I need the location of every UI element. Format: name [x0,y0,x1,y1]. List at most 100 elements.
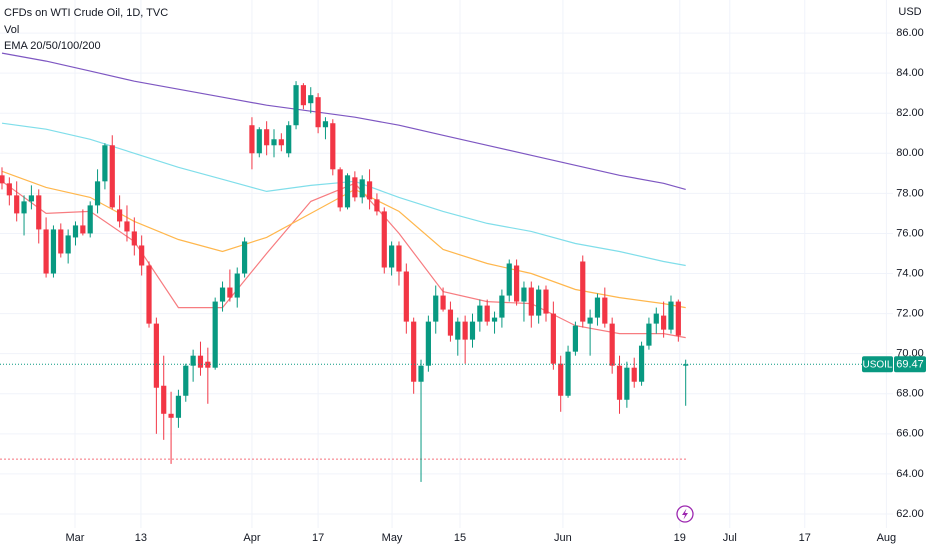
currency: USD [898,6,921,18]
candle-body [197,355,204,368]
candle-body [344,175,351,208]
candle-body [94,181,101,206]
y-tick-label: 64.00 [896,468,924,480]
candle-body [146,265,152,324]
candle-body [124,221,130,232]
candle-body [661,315,667,330]
x-tick-label: 13 [135,532,147,544]
candle-body [58,229,64,254]
x-tick-label: 19 [674,532,686,544]
candle-body [580,261,586,322]
candle-body [411,321,417,382]
candle-body [153,323,159,388]
ema-line [1,52,686,190]
candle-body [381,211,387,268]
candle-body [249,125,255,154]
candle-body [565,351,571,396]
candle-body [6,183,12,196]
candle-body [418,365,424,382]
candle-body [638,345,645,382]
candle-body [506,263,512,296]
y-tick-label: 86.00 [896,27,924,39]
candle-body [87,205,93,234]
candle-body [21,201,27,214]
candle-body [587,317,593,324]
candle-body [102,145,108,182]
symbol-label: USOIL [862,359,892,370]
candle-body [183,365,189,396]
candle-body [0,175,5,184]
x-tick-label: Mar [66,532,85,544]
candle-body [65,235,71,254]
candle-body [602,297,608,324]
price-label: 69.47 [896,359,924,371]
candle-body [425,321,431,366]
candle-body [653,313,659,324]
candle-body [536,289,542,316]
candle-body [139,245,145,266]
candle-body [28,195,34,202]
x-tick-label: Jun [554,532,572,544]
y-tick-label: 66.00 [896,428,924,440]
candle-body [117,209,123,222]
candle-body [227,287,233,298]
candle-body [513,265,520,302]
candle-body [668,301,674,330]
x-tick-label: 17 [312,532,324,544]
candle-body [337,169,343,208]
price-badge [894,356,926,373]
candle-body [219,287,226,302]
candle-body [683,364,689,366]
y-tick-label: 68.00 [896,388,924,400]
candle-body [389,245,395,268]
candle-body [609,323,615,366]
candle-body [14,195,20,214]
candle-body [440,295,446,310]
candle-body [234,273,240,298]
candle-body [308,95,314,104]
candle-body [352,177,358,198]
chart-title: CFDs on WTI Crude Oil, 1D, TVC [4,7,168,19]
candle-body [521,287,527,302]
plot [0,52,893,482]
candle-body [484,305,490,322]
candle-body [528,287,534,316]
candle-body [543,289,549,314]
y-tick-label: 84.00 [896,67,924,79]
y-tick-label: 72.00 [896,308,924,320]
x-tick-label: 15 [454,532,466,544]
candle-body [256,129,262,154]
candle-body [175,395,182,418]
candle-body [109,145,115,208]
candle-body [72,225,79,238]
x-tick-label: Apr [243,532,260,544]
vol-label: Vol [4,24,19,36]
candle-body [366,181,373,200]
candle-body [631,367,637,382]
candle-body [212,301,218,368]
candle-body [469,321,476,340]
x-tick-label: May [382,532,403,544]
candle-body [455,321,461,340]
y-tick-label: 62.00 [896,508,924,520]
candle-body [675,301,681,336]
event-icon[interactable] [676,505,694,523]
candle-body [80,225,86,234]
candle-body [572,325,579,352]
candle-body [550,313,556,364]
y-tick-label: 80.00 [896,147,924,159]
candle-body [241,241,248,274]
candle-body [300,85,307,106]
candle-body [462,321,468,340]
candle-body [286,125,292,154]
y-tick-label: 76.00 [896,227,924,239]
candle-body [433,295,439,322]
candle-body [278,139,284,146]
indicator-label: EMA 20/50/100/200 [4,40,101,52]
candle-body [646,323,652,346]
candle-body [131,231,137,246]
y-tick-label: 74.00 [896,267,924,279]
candle-body [50,229,57,274]
